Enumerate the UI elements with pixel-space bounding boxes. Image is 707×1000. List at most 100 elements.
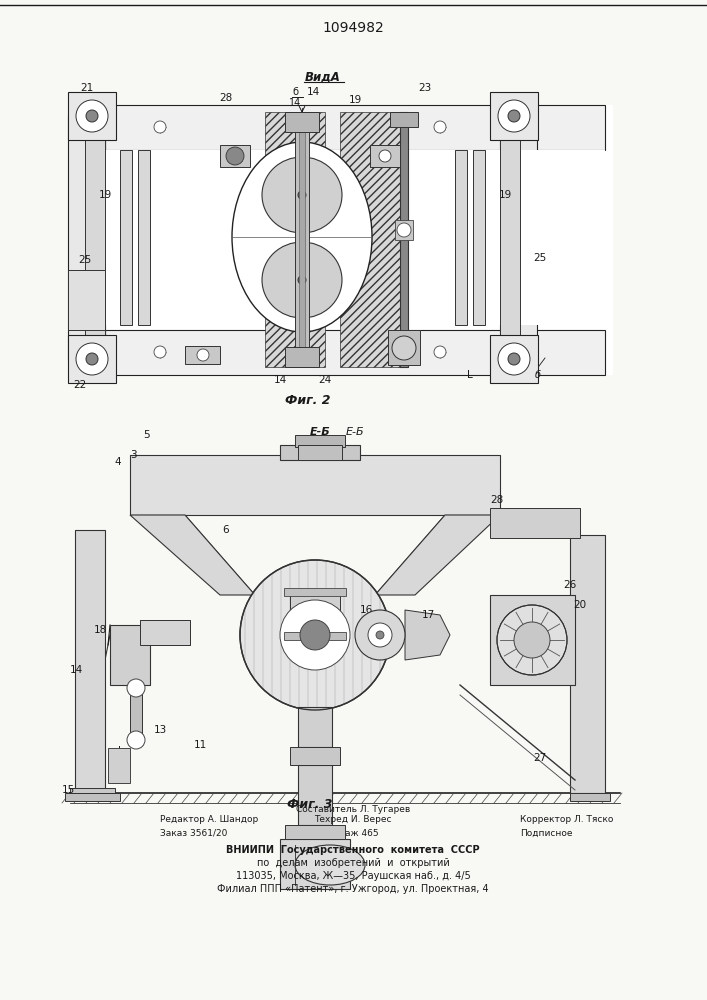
Bar [130, 685, 142, 745]
Circle shape [226, 147, 244, 165]
Bar [110, 625, 150, 655]
Bar [390, 112, 418, 127]
Text: 12: 12 [388, 618, 402, 628]
Circle shape [298, 191, 306, 199]
Bar [298, 445, 342, 460]
Bar [298, 765, 332, 825]
Text: Фиг. 3: Фиг. 3 [287, 798, 333, 812]
Bar [290, 747, 340, 765]
Bar [68, 115, 105, 360]
Polygon shape [130, 515, 255, 595]
Text: Филиал ППП «Патент», г. Ужгород, ул. Проектная, 4: Филиал ППП «Патент», г. Ужгород, ул. Про… [217, 884, 489, 894]
Bar [284, 588, 346, 596]
Text: L: L [467, 370, 473, 380]
Text: Фиг. 2: Фиг. 2 [285, 393, 331, 406]
Text: 28: 28 [491, 495, 503, 505]
Text: 21: 21 [81, 83, 93, 93]
Text: 17: 17 [421, 610, 435, 620]
Bar [105, 150, 605, 325]
Text: 19: 19 [349, 95, 361, 105]
Bar [455, 150, 467, 325]
Text: 14: 14 [274, 375, 286, 385]
Text: 16: 16 [359, 605, 373, 615]
Text: 22: 22 [74, 380, 87, 390]
Circle shape [434, 121, 446, 133]
Bar [290, 590, 340, 635]
Circle shape [240, 560, 390, 710]
Text: Е-Б: Е-Б [346, 427, 364, 437]
Text: 28: 28 [219, 93, 233, 103]
Circle shape [86, 110, 98, 122]
Circle shape [376, 631, 384, 639]
Bar [130, 455, 500, 515]
Bar [220, 145, 250, 167]
Text: 6: 6 [223, 525, 229, 535]
Text: 3: 3 [129, 450, 136, 460]
Text: Составитель Л. Тугарев: Составитель Л. Тугарев [296, 806, 410, 814]
Text: 26: 26 [563, 580, 577, 590]
Text: 27: 27 [533, 753, 547, 763]
Ellipse shape [232, 142, 372, 332]
Text: ВидА: ВидА [305, 70, 341, 84]
Bar [490, 595, 575, 685]
Circle shape [300, 620, 330, 650]
Bar [138, 150, 150, 325]
Bar [68, 335, 116, 383]
Ellipse shape [262, 157, 342, 233]
Bar [570, 793, 610, 801]
Text: 25: 25 [78, 255, 92, 265]
Bar [280, 445, 360, 460]
Circle shape [498, 100, 530, 132]
Bar [285, 825, 345, 839]
Text: 4: 4 [115, 457, 122, 467]
Text: 15: 15 [62, 785, 75, 795]
Text: Техред И. Верес: Техред И. Верес [314, 816, 392, 824]
Bar [120, 150, 132, 325]
Bar [140, 620, 190, 645]
Bar [295, 435, 345, 447]
Bar [500, 125, 520, 350]
Circle shape [355, 610, 405, 660]
Circle shape [434, 346, 446, 358]
Text: 25: 25 [533, 253, 547, 263]
Bar [295, 112, 309, 367]
Bar [265, 112, 325, 367]
Text: Заказ 3561/20: Заказ 3561/20 [160, 828, 228, 838]
Text: 1094982: 1094982 [322, 21, 384, 35]
Bar [340, 112, 400, 367]
Circle shape [86, 353, 98, 365]
Bar [298, 707, 332, 747]
Circle shape [514, 622, 550, 658]
Bar [68, 105, 613, 375]
Text: 14: 14 [69, 665, 83, 675]
Bar [105, 330, 605, 375]
Text: 14: 14 [306, 87, 320, 97]
Bar [445, 455, 500, 515]
Bar [130, 455, 185, 515]
Bar [68, 270, 105, 330]
Bar [370, 145, 400, 167]
Bar [490, 92, 538, 140]
Text: Корректор Л. Тяско: Корректор Л. Тяско [520, 816, 614, 824]
Bar [400, 112, 408, 367]
Text: 11: 11 [194, 740, 206, 750]
Text: 113035, Москва, Ж—35, Раушская наб., д. 4/5: 113035, Москва, Ж—35, Раушская наб., д. … [235, 871, 470, 881]
Circle shape [497, 605, 567, 675]
Circle shape [508, 110, 520, 122]
Circle shape [298, 276, 306, 284]
Bar [388, 330, 420, 365]
Bar [473, 150, 485, 325]
Bar [110, 625, 150, 685]
Bar [490, 335, 538, 383]
Text: 20: 20 [573, 600, 587, 610]
Circle shape [154, 121, 166, 133]
Text: по  делам  изобретений  и  открытий: по делам изобретений и открытий [257, 858, 450, 868]
Circle shape [508, 353, 520, 365]
Text: 19: 19 [98, 190, 112, 200]
Text: ВНИИПИ  Государственного  комитета  СССР: ВНИИПИ Государственного комитета СССР [226, 845, 480, 855]
Polygon shape [375, 515, 500, 595]
Ellipse shape [262, 242, 342, 318]
Text: 19: 19 [498, 190, 512, 200]
Bar [70, 788, 115, 793]
Bar [284, 632, 346, 640]
